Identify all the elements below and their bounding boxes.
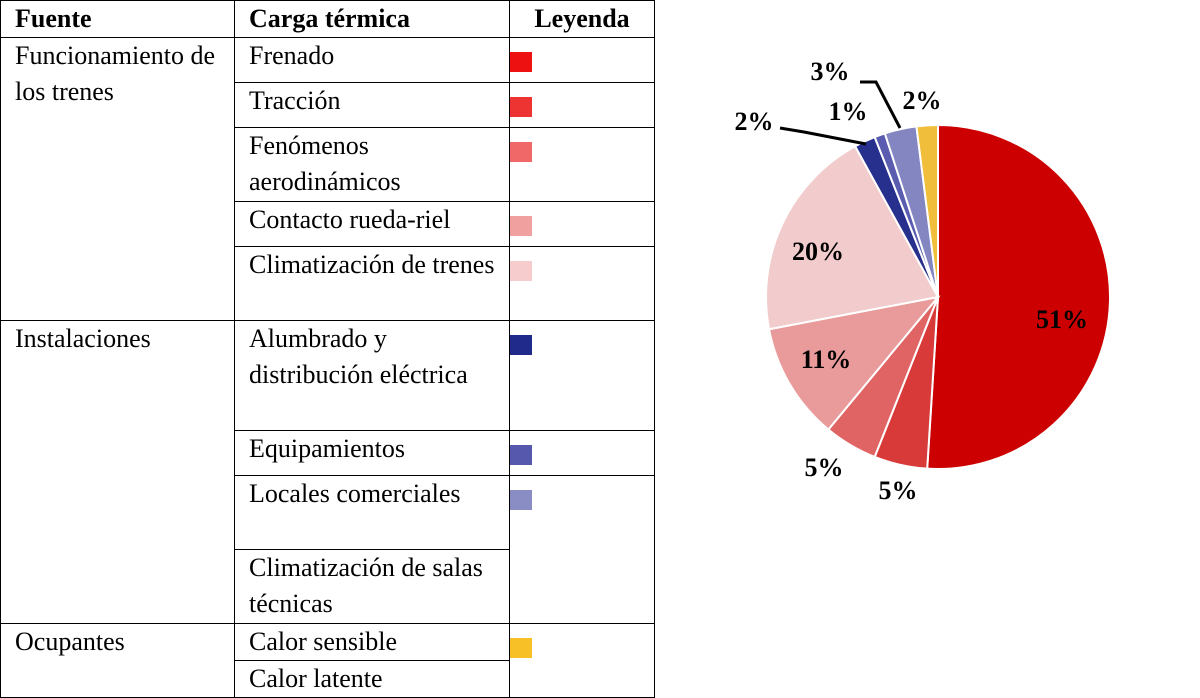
header-row: Fuente Carga térmica Leyenda bbox=[0, 0, 655, 38]
legend-swatch bbox=[510, 97, 532, 117]
legend-cell bbox=[509, 430, 655, 476]
slice-label: 20% bbox=[792, 237, 844, 266]
legend-swatch bbox=[510, 142, 532, 162]
legend-swatch bbox=[510, 445, 532, 465]
header-leyenda: Leyenda bbox=[509, 0, 655, 38]
legend-swatch bbox=[510, 335, 532, 355]
slice-label: 5% bbox=[879, 476, 918, 505]
carga-cell: Locales comerciales bbox=[234, 475, 510, 550]
table-row: Ocupantes Calor sensible bbox=[0, 623, 655, 698]
header-fuente: Fuente bbox=[0, 0, 235, 38]
table-row: Locales comerciales bbox=[1, 475, 655, 624]
legend-swatch bbox=[510, 216, 532, 236]
legend-cell bbox=[509, 623, 655, 698]
legend-swatch bbox=[510, 638, 532, 658]
slice-label: 3% bbox=[811, 57, 850, 86]
table-row: Equipamientos bbox=[1, 430, 655, 476]
legend-cell bbox=[509, 320, 655, 431]
slice-label: 51% bbox=[1036, 305, 1088, 334]
pie-slices bbox=[765, 123, 1112, 470]
table-row: Instalaciones Alumbrado y distribución e… bbox=[0, 320, 655, 624]
leader-lines bbox=[779, 80, 902, 146]
carga-cell: Alumbrado y distribución eléctrica bbox=[234, 320, 510, 431]
pie-chart: 51% 5% 5% 11% 20% 2% 1% 3% 2% bbox=[735, 57, 1112, 505]
carga-cell: Calor latente bbox=[234, 660, 510, 698]
legend-swatch bbox=[510, 52, 532, 72]
pie-slice bbox=[926, 123, 1112, 470]
pie-labels: 51% 5% 5% 11% 20% 2% 1% 3% 2% bbox=[735, 57, 1089, 505]
carga-cell: Climatización de trenes bbox=[234, 246, 510, 321]
slice-label: 2% bbox=[903, 86, 942, 115]
legend-cell bbox=[509, 246, 655, 321]
carga-cell: Contacto rueda-riel bbox=[234, 201, 510, 247]
table-row: Fenómenos aerodinámicos bbox=[1, 127, 655, 202]
legend-table: Fuente Carga térmica Leyenda Funcionamie… bbox=[0, 0, 655, 698]
table-row: Climatización de salas técnicas bbox=[1, 549, 655, 624]
carga-cell: Calor sensible bbox=[234, 623, 510, 661]
leader-line bbox=[779, 126, 867, 146]
slice-label: 11% bbox=[801, 345, 852, 374]
legend-cell bbox=[509, 82, 655, 128]
fuente-cell: Funcionamiento de los trenes bbox=[0, 37, 235, 321]
table-row: Tracción bbox=[1, 82, 655, 128]
header-carga: Carga térmica bbox=[234, 0, 510, 38]
carga-cell: Frenado bbox=[234, 37, 510, 83]
legend-cell bbox=[509, 127, 655, 202]
carga-cell: Tracción bbox=[234, 82, 510, 128]
slice-label: 2% bbox=[735, 107, 774, 136]
pie-slice bbox=[915, 123, 939, 298]
pie-slice bbox=[765, 144, 940, 331]
pie-slice bbox=[767, 295, 941, 431]
legend-cell bbox=[509, 475, 655, 624]
slice-label: 5% bbox=[805, 453, 844, 482]
legend-cell bbox=[509, 201, 655, 247]
fuente-cell: Ocupantes bbox=[0, 623, 235, 698]
carga-cell: Climatización de salas técnicas bbox=[234, 549, 510, 624]
carga-cell: Fenómenos aerodinámicos bbox=[234, 127, 510, 202]
carga-cell: Equipamientos bbox=[234, 430, 510, 476]
table-row: Climatización de trenes bbox=[1, 246, 655, 321]
legend-swatch bbox=[510, 261, 532, 281]
leader-line bbox=[860, 80, 902, 129]
fuente-cell: Instalaciones bbox=[0, 320, 235, 624]
legend-cell bbox=[509, 37, 655, 83]
legend-swatch bbox=[510, 490, 532, 510]
slice-label: 1% bbox=[829, 97, 868, 126]
table-row: Funcionamiento de los trenes Frenado bbox=[0, 37, 655, 321]
